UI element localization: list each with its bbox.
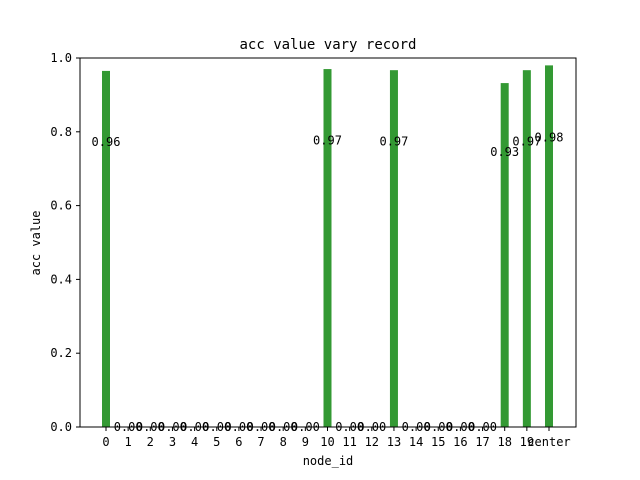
x-tick-label: 7: [257, 435, 264, 449]
x-tick-label: 18: [497, 435, 511, 449]
x-tick-label: 13: [387, 435, 401, 449]
x-tick-label: 15: [431, 435, 445, 449]
x-tick-label: 4: [191, 435, 198, 449]
bar-18: [500, 83, 509, 427]
chart-title: acc value vary record: [239, 37, 416, 53]
y-tick-label: 0.2: [50, 346, 72, 360]
bar-group: [102, 65, 553, 427]
x-tick-label: 3: [169, 435, 176, 449]
x-tick-label: 2: [147, 435, 154, 449]
x-tick-label: 16: [453, 435, 467, 449]
x-tick-label: 14: [409, 435, 423, 449]
bar-value-label: 0.93: [490, 145, 519, 159]
bar-value-label: 0.97: [379, 135, 408, 149]
x-tick-label: 19: [520, 435, 534, 449]
bar-19: [522, 70, 531, 427]
x-tick-label: 9: [302, 435, 309, 449]
bar-value-label: 0.96: [92, 135, 121, 149]
y-axis-label: acc value: [29, 210, 43, 275]
y-tick-label: 0.0: [50, 420, 72, 434]
y-tick-label: 0.8: [50, 125, 72, 139]
x-axis-label: node_id: [303, 454, 354, 468]
bar-value-label: 0.97: [313, 134, 342, 148]
bar-center: [545, 65, 553, 427]
y-axis-ticks: 0.0 0.2 0.4 0.6 0.8 1.0: [50, 51, 80, 434]
bar-value-label: 0.98: [535, 131, 564, 145]
x-tick-label: 5: [213, 435, 220, 449]
x-tick-label: 17: [475, 435, 489, 449]
x-tick-label: 0: [102, 435, 109, 449]
plot-frame: [79, 57, 577, 428]
bar-0: [102, 70, 110, 427]
x-tick-label: 11: [342, 435, 356, 449]
bar-value-label: 0.97: [512, 135, 541, 149]
x-tick-label: 12: [365, 435, 379, 449]
y-tick-label: 1.0: [50, 51, 72, 65]
x-tick-label: 6: [235, 435, 242, 449]
x-tick-label: 1: [125, 435, 132, 449]
y-tick-label: 0.4: [50, 272, 72, 286]
bar-13: [389, 70, 398, 427]
x-tick-label: 10: [320, 435, 334, 449]
x-tick-label: 8: [280, 435, 287, 449]
bar-10: [323, 69, 332, 427]
y-tick-label: 0.6: [50, 199, 72, 213]
x-tick-label: center: [527, 435, 570, 449]
